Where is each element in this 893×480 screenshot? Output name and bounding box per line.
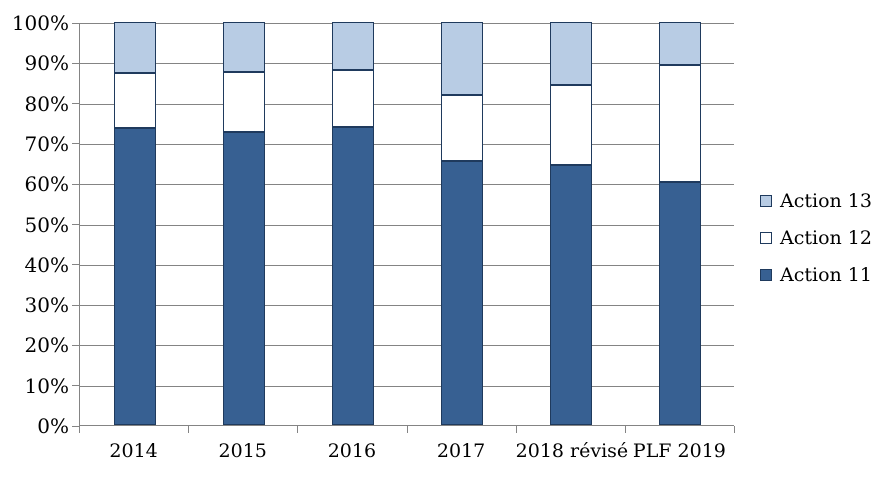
bar-segment-action-12	[550, 85, 593, 165]
y-axis-label: 10%	[24, 373, 69, 398]
bar-segment-action-13	[331, 22, 374, 70]
y-axis-label: 0%	[37, 414, 69, 438]
x-axis-label: 2015	[218, 440, 267, 462]
y-axis-tick	[72, 344, 79, 346]
gridline-40	[80, 264, 734, 266]
plot-area	[79, 22, 734, 426]
x-axis-tick	[406, 426, 408, 433]
gridline-20	[80, 345, 734, 347]
bar-segment-action-12	[441, 95, 484, 161]
bar-segment-action-11	[659, 182, 702, 425]
bar-segment-action-11	[222, 132, 265, 425]
y-axis-tick	[72, 385, 79, 387]
y-axis-tick	[72, 183, 79, 185]
y-axis-tick	[72, 22, 79, 24]
bar-segment-action-13	[113, 22, 156, 74]
bar-segment-action-13	[441, 22, 484, 96]
bar-2015	[222, 22, 265, 425]
bar-2014	[113, 22, 156, 425]
x-axis-tick	[515, 426, 517, 433]
y-axis-label: 100%	[11, 11, 69, 35]
x-axis-label: 2014	[109, 440, 158, 462]
legend-item-action-11: Action 11	[760, 264, 872, 286]
bar-segment-action-13	[222, 22, 265, 73]
y-axis-label: 80%	[24, 91, 69, 116]
x-axis-tick	[188, 426, 190, 433]
legend-swatch-icon	[760, 269, 772, 281]
bar-segment-action-12	[659, 65, 702, 182]
x-axis-label: 2017	[436, 440, 486, 462]
y-axis-tick	[72, 304, 79, 306]
legend-item-action-13: Action 13	[760, 190, 872, 212]
x-axis-tick	[297, 426, 299, 433]
y-axis-tick	[72, 264, 79, 266]
bar-segment-action-11	[113, 128, 156, 425]
y-axis-label: 70%	[24, 131, 69, 156]
y-axis-tick	[72, 143, 79, 145]
y-axis-tick	[72, 103, 79, 105]
bar-segment-action-13	[659, 22, 702, 66]
y-axis-label: 40%	[24, 252, 69, 277]
y-axis-label: 50%	[24, 212, 69, 237]
gridline-70	[80, 143, 734, 145]
y-axis-tick	[72, 224, 79, 225]
bar-segment-action-12	[113, 73, 156, 128]
y-axis-label: 90%	[24, 51, 69, 76]
legend-label: Action 11	[780, 264, 872, 286]
y-axis-label: 60%	[24, 172, 69, 197]
x-axis-label: 2016	[327, 440, 377, 462]
bar-plf-2019	[659, 22, 702, 425]
legend-swatch-icon	[760, 232, 772, 244]
x-axis-tick	[734, 426, 735, 433]
legend-label: Action 12	[780, 227, 872, 249]
x-axis-tick	[79, 426, 80, 433]
gridline-100	[80, 23, 734, 24]
legend-item-action-12: Action 12	[760, 227, 872, 249]
gridline-50	[80, 224, 734, 226]
gridline-30	[80, 305, 734, 307]
bar-2017	[441, 22, 484, 425]
y-axis-label: 30%	[24, 293, 69, 318]
bar-segment-action-12	[222, 72, 265, 132]
bar-segment-action-11	[441, 161, 484, 425]
bar-segment-action-11	[331, 126, 374, 425]
y-axis-tick	[72, 62, 79, 64]
y-axis-label: 20%	[24, 333, 69, 358]
legend-swatch-icon	[760, 195, 772, 207]
x-axis-tick	[624, 426, 626, 433]
gridline-80	[80, 103, 734, 105]
bar-segment-action-13	[550, 22, 593, 86]
legend-label: Action 13	[780, 190, 872, 212]
bar-segment-action-11	[550, 164, 593, 425]
bar-2016	[331, 22, 374, 425]
x-axis-label: PLF 2019	[632, 440, 726, 462]
bar-segment-action-12	[331, 69, 374, 127]
gridline-10	[80, 385, 734, 387]
x-axis-label: 2018 révisé	[515, 440, 629, 462]
bar-2018-révisé	[550, 22, 593, 425]
y-axis-tick	[72, 425, 79, 427]
gridline-60	[80, 184, 734, 186]
chart-legend: Action 13 Action 12 Action 11	[760, 190, 872, 301]
gridline-90	[80, 63, 734, 65]
